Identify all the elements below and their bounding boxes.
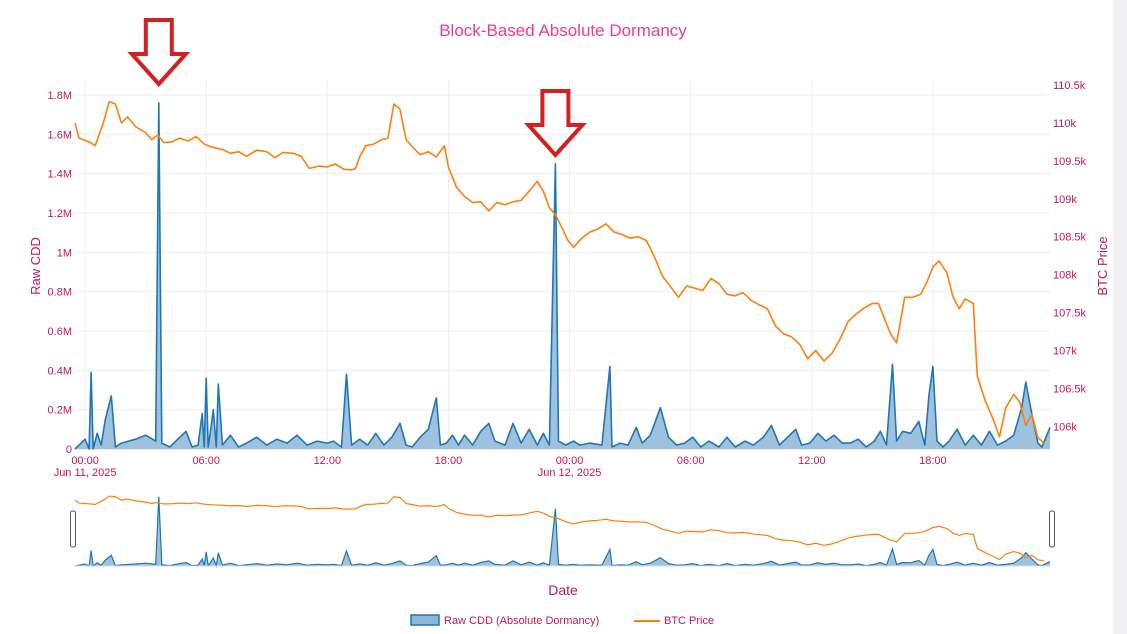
cdd-area-series[interactable] (74, 102, 1051, 450)
down-arrow-icon (523, 89, 587, 158)
slider-cdd-line (74, 496, 1051, 568)
y-left-tick-label: 0.2M (48, 405, 72, 417)
x-tick-date-label: Jun 11, 2025 (54, 467, 117, 479)
y-right-tick-label: 107k (1053, 345, 1077, 357)
x-axis-label: Date (548, 582, 578, 598)
legend-item-cdd: Raw CDD (Absolute Dormancy) (410, 614, 599, 627)
range-slider-left-handle[interactable] (70, 510, 76, 548)
page-scrollbar[interactable] (1113, 0, 1127, 634)
x-tick-label: 00:00 (71, 455, 99, 467)
legend-label-cdd: Raw CDD (Absolute Dormancy) (444, 615, 599, 627)
y-right-tick-label: 108.5k (1053, 232, 1087, 244)
y-right-tick-label: 108k (1053, 270, 1077, 282)
x-tick-label: 12:00 (314, 455, 342, 467)
y-right-tick-label: 106k (1053, 421, 1077, 433)
legend: Raw CDD (Absolute Dormancy) BTC Price (410, 614, 714, 627)
y-right-tick-label: 109.5k (1053, 156, 1087, 168)
y-left-tick-label: 0.6M (48, 326, 72, 338)
x-tick-date-label: Jun 12, 2025 (538, 467, 602, 479)
y-right-tick-label: 110k (1053, 118, 1077, 130)
grid-lines (75, 80, 1050, 450)
y-right-tick-label: 110.5k (1053, 80, 1086, 92)
chart-title: Block-Based Absolute Dormancy (439, 21, 687, 40)
y-left-tick-label: 0.4M (48, 365, 72, 377)
range-slider-right-handle[interactable] (1049, 510, 1055, 548)
x-tick-label: 06:00 (677, 455, 705, 467)
axes: 0 0.2M 0.4M 0.6M 0.8M 1M 1.2M 1.4M 1.6M 1.8M 106k 1… (48, 80, 1087, 479)
y-axis-left-label: Raw CDD (28, 237, 43, 295)
x-tick-label: 18:00 (919, 455, 947, 467)
x-tick-label: 18:00 (435, 455, 463, 467)
y-left-tick-label: 1.8M (48, 90, 72, 102)
x-tick-label: 00:00 (556, 455, 584, 467)
legend-label-price: BTC Price (664, 615, 714, 627)
range-slider-background (75, 493, 1050, 566)
y-left-tick-label: 1.6M (48, 129, 72, 141)
y-right-tick-label: 107.5k (1053, 308, 1087, 320)
y-right-tick-label: 106.5k (1053, 383, 1087, 395)
legend-swatch-cdd (410, 614, 440, 626)
y-left-tick-label: 0 (66, 444, 72, 456)
y-axis-right-label: BTC Price (1095, 236, 1110, 295)
range-slider[interactable] (70, 493, 1055, 568)
cdd-area-fill (75, 102, 1050, 450)
x-tick-label: 06:00 (192, 455, 220, 467)
cdd-line (74, 102, 1051, 450)
x-tick-label: 12:00 (798, 455, 826, 467)
y-left-tick-label: 1.2M (48, 208, 72, 220)
legend-item-price: BTC Price (634, 615, 714, 627)
annotations (127, 18, 587, 158)
btc-price-line (74, 100, 1045, 444)
slider-price-line (74, 495, 1045, 562)
btc-price-series[interactable] (74, 100, 1045, 444)
y-left-tick-label: 1.4M (48, 169, 72, 181)
y-left-tick-label: 0.8M (48, 287, 72, 299)
y-left-tick-label: 1M (57, 247, 72, 259)
y-right-tick-label: 109k (1053, 194, 1077, 206)
down-arrow-icon (127, 18, 191, 87)
